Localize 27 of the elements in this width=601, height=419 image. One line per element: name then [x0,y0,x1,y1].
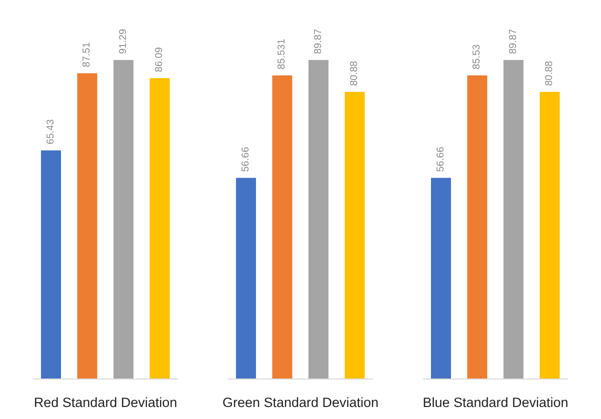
bar [503,60,524,379]
data-label: 56.66 [435,146,446,172]
data-label: 80.88 [349,60,360,86]
data-label: 80.88 [544,60,556,86]
data-label: 91.29 [118,28,129,54]
x-axis-title: Blue Standard Deviation [422,395,568,410]
data-label: 85.53 [472,44,483,70]
bar [344,92,365,379]
data-label: 89.87 [312,28,324,54]
data-label: 87.51 [82,42,93,68]
data-label: 85.531 [276,38,288,70]
bar [113,60,134,379]
bar [430,178,451,379]
x-axis-title: Green Standard Deviation [222,395,379,410]
bar [272,75,292,379]
bar [540,92,560,379]
data-label: 89.87 [508,28,519,54]
data-label: 56.66 [240,146,252,172]
bar [236,178,256,379]
bar [150,78,170,379]
bar [467,75,488,379]
bar [308,60,328,379]
data-label: 86.09 [154,46,166,72]
data-label: 65.43 [45,118,56,144]
bar [77,73,98,379]
x-axis-title: Red Standard Deviation [34,395,178,410]
bar [40,150,61,379]
